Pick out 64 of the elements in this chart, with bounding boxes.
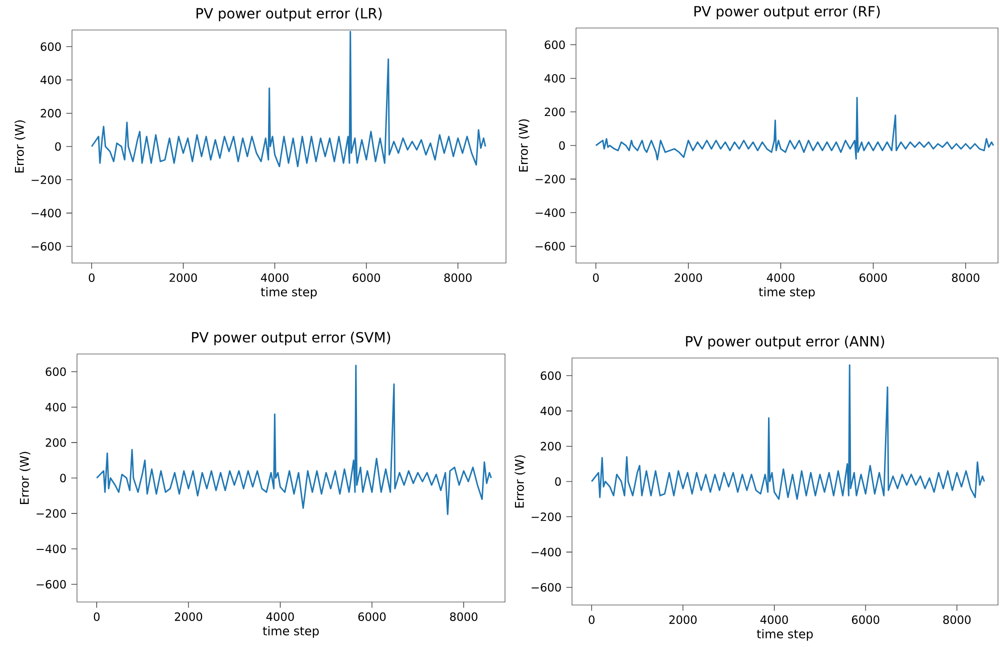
y-axis-title: Error (W) [14,120,26,172]
line-series [96,364,492,516]
x-tick-label: 4000 [766,273,794,282]
y-tick-label: 0 [55,142,61,151]
line-series [90,30,486,168]
y-tick-label: 600 [46,367,66,376]
y-tick-label: −200 [32,176,61,184]
x-tick-label: 2000 [674,273,702,282]
y-tick-label: 600 [544,40,565,50]
y-tick-label: −400 [36,544,66,554]
chart-title: PV power output error (LR) [196,8,382,22]
y-tick-label: −200 [36,509,66,518]
y-tick-label: 400 [46,402,66,412]
x-tick-label: 0 [88,273,95,282]
chart-title: PV power output error (SVM) [192,332,390,346]
x-tick-label: 6000 [860,273,887,282]
y-tick-label: 400 [540,406,561,416]
y-tick-label: 200 [40,108,61,118]
chart-title: PV power output error (ANN) [686,336,884,350]
y-axis-title: Error (W) [514,455,526,508]
x-tick-label: 4000 [266,612,294,621]
y-tick-label: −400 [32,208,61,218]
x-axis-title: time step [758,287,815,299]
x-tick-label: 2000 [170,273,197,282]
x-tick-label: 0 [94,612,100,621]
y-tick-label: 400 [544,74,565,83]
line-series [590,364,986,500]
x-tick-label: 2000 [174,612,202,621]
x-tick-label: 4000 [760,615,788,624]
y-tick-label: −600 [36,580,66,589]
y-tick-label: 0 [559,141,565,150]
line-series [595,96,994,160]
x-tick-label: 2000 [669,615,697,624]
x-tick-label: 8000 [444,273,472,282]
y-tick-label: 0 [60,474,66,482]
x-tick-label: 6000 [852,615,880,624]
x-tick-label: 8000 [952,273,980,282]
chart-title: PV power output error (RF) [694,6,880,20]
y-axis-title: Error (W) [20,452,30,504]
x-tick-label: 0 [593,273,599,282]
y-tick-label: 200 [540,442,561,451]
y-tick-label: 600 [540,371,561,380]
x-axis-title: time step [262,626,319,638]
y-tick-label: −600 [32,242,61,251]
y-tick-label: −200 [532,512,561,522]
x-tick-label: 4000 [260,273,288,282]
x-tick-label: 6000 [352,273,380,282]
x-tick-label: 8000 [450,612,478,621]
y-tick-label: 600 [40,42,61,51]
x-axis-title: time step [260,287,317,299]
x-tick-label: 0 [588,615,594,624]
y-tick-label: −400 [532,548,561,556]
y-tick-label: −600 [532,583,561,592]
x-tick-label: 6000 [358,612,386,621]
y-tick-label: 400 [40,76,61,84]
y-tick-label: −600 [536,242,565,251]
x-tick-label: 8000 [943,615,971,624]
y-tick-label: −200 [536,174,565,184]
x-axis-title: time step [756,629,813,641]
y-tick-label: 0 [555,477,561,486]
y-axis-title: Error (W) [518,119,530,172]
y-tick-label: 200 [544,108,565,116]
y-tick-label: 200 [46,438,66,447]
y-tick-label: −400 [536,208,565,217]
